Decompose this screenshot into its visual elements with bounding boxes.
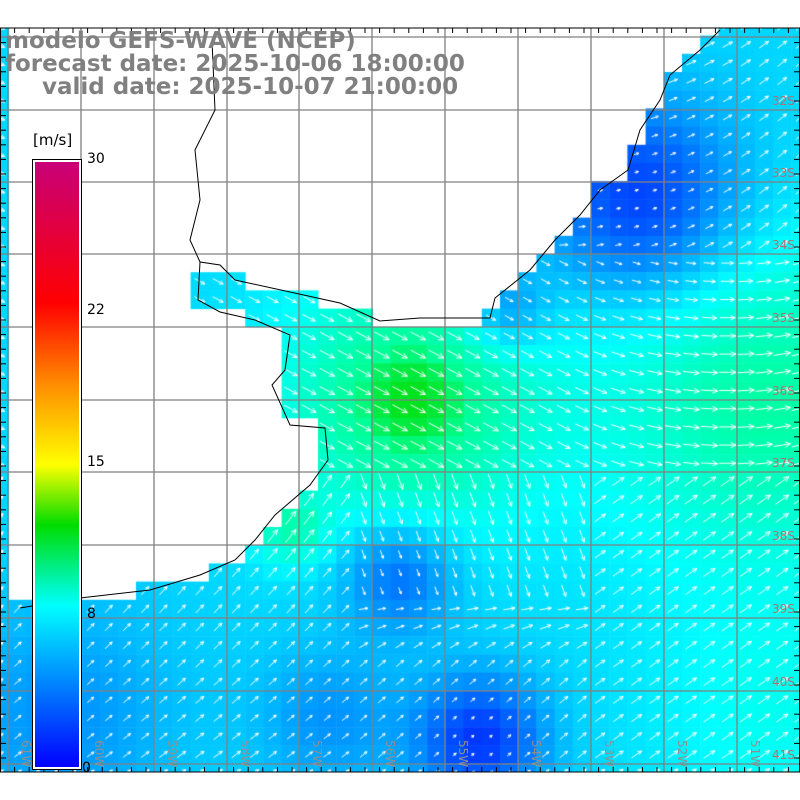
latitude-label: 38S [772, 529, 795, 543]
latitude-label: 40S [772, 675, 795, 689]
longitude-label: 57W [310, 740, 324, 768]
colorbar-tick: 30 [87, 151, 105, 167]
longitude-label: 53W [602, 740, 616, 768]
latitude-label: 36S [772, 384, 795, 398]
latitude-label: 37S [772, 456, 795, 470]
longitude-label: 61W [19, 740, 33, 768]
colorbar-units: [m/s] [33, 131, 73, 149]
longitude-label: 51W [748, 740, 762, 768]
colorbar-gradient [35, 162, 79, 767]
latitude-label: 39S [772, 602, 795, 616]
colorbar [32, 159, 82, 770]
latitude-label: 41S [772, 748, 795, 762]
valid-date: valid date: 2025-10-07 21:00:00 [42, 74, 459, 100]
coastline [19, 29, 721, 609]
longitude-label: 56W [383, 740, 397, 768]
longitude-label: 54W [529, 740, 543, 768]
colorbar-tick: 8 [87, 606, 96, 622]
longitude-label: 59W [165, 740, 179, 768]
forecast-date: forecast date: 2025-10-06 18:00:00 [5, 51, 465, 77]
latitude-label: 35S [772, 311, 795, 325]
colorbar-tick: 0 [82, 760, 91, 776]
model-title: modelo GEFS-WAVE (NCEP) [5, 28, 356, 54]
border-line [189, 39, 216, 263]
colorbar-tick: 22 [87, 302, 105, 318]
longitude-label: 60W [92, 740, 106, 768]
longitude-label: 52W [675, 740, 689, 768]
longitude-label: 58W [238, 740, 252, 768]
longitude-label: 55W [456, 740, 470, 768]
latitude-label: 33S [772, 166, 795, 180]
latitude-label: 32S [772, 94, 795, 108]
colorbar-tick: 15 [87, 454, 105, 470]
latitude-label: 34S [772, 238, 795, 252]
